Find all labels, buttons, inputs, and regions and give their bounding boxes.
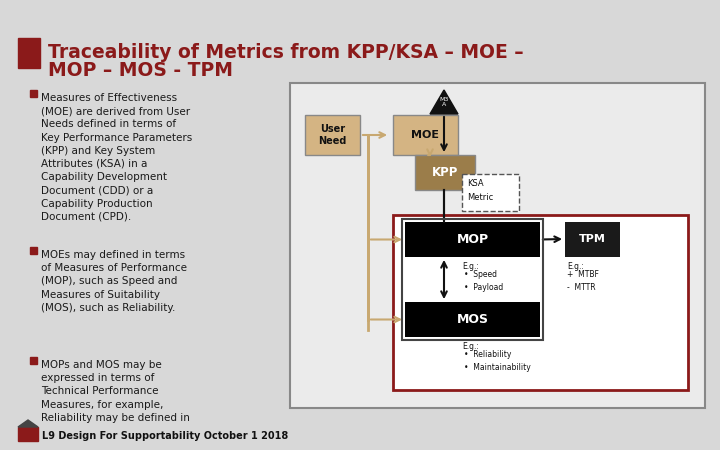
Bar xyxy=(393,215,688,390)
Text: E.g.:: E.g.: xyxy=(462,342,480,351)
FancyBboxPatch shape xyxy=(565,222,620,257)
Polygon shape xyxy=(18,420,38,427)
FancyBboxPatch shape xyxy=(462,174,519,211)
Text: KPP: KPP xyxy=(432,166,458,179)
Text: MOPs and MOS may be
expressed in terms of
Technical Performance
Measures, for ex: MOPs and MOS may be expressed in terms o… xyxy=(41,360,190,423)
Text: MOS: MOS xyxy=(456,313,488,326)
Bar xyxy=(18,38,40,68)
Text: User
Need: User Need xyxy=(318,124,347,146)
Text: MOE: MOE xyxy=(412,130,439,140)
Text: +  MTBF
-  MTTR: + MTBF - MTTR xyxy=(567,270,599,292)
Text: Metric: Metric xyxy=(467,193,493,202)
Text: E.g.:: E.g.: xyxy=(567,262,584,271)
Text: E.g.:: E.g.: xyxy=(462,262,480,271)
Bar xyxy=(30,247,37,253)
Text: Traceability of Metrics from KPP/KSA – MOE –: Traceability of Metrics from KPP/KSA – M… xyxy=(48,42,523,62)
Text: Measures of Effectiveness
(MOE) are derived from User
Needs defined in terms of
: Measures of Effectiveness (MOE) are deri… xyxy=(41,93,192,222)
Bar xyxy=(290,83,705,408)
FancyBboxPatch shape xyxy=(305,115,360,155)
FancyBboxPatch shape xyxy=(393,115,458,155)
Text: KSA: KSA xyxy=(467,179,484,188)
FancyBboxPatch shape xyxy=(415,155,475,190)
FancyBboxPatch shape xyxy=(405,222,540,257)
Text: L9 Design For Supportability October 1 2018: L9 Design For Supportability October 1 2… xyxy=(42,431,288,441)
Text: MOEs may defined in terms
of Measures of Performance
(MOP), such as Speed and
Me: MOEs may defined in terms of Measures of… xyxy=(41,250,187,313)
Text: M3
A: M3 A xyxy=(439,97,449,108)
Text: TPM: TPM xyxy=(579,234,606,244)
Text: MOP: MOP xyxy=(456,233,489,246)
Text: MOP – MOS - TPM: MOP – MOS - TPM xyxy=(48,60,233,80)
Polygon shape xyxy=(430,90,458,114)
Text: •  Speed
•  Payload: • Speed • Payload xyxy=(464,270,504,292)
Bar xyxy=(402,219,543,340)
Bar xyxy=(18,427,38,441)
FancyBboxPatch shape xyxy=(405,302,540,337)
Text: •  Reliability
•  Maintainability: • Reliability • Maintainability xyxy=(464,350,531,372)
Bar xyxy=(30,356,37,364)
Bar xyxy=(30,90,37,96)
